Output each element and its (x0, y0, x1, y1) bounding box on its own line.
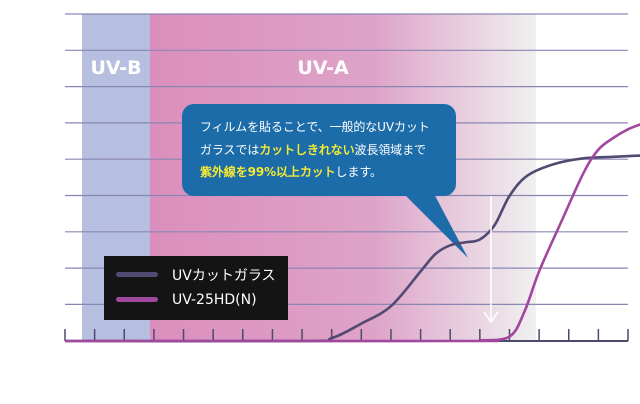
x-axis-ticks (64, 329, 629, 341)
callout-line-3: 紫外線を99%以上カットします。 (200, 161, 442, 184)
callout-box: フィルムを貼ることで、一般的なUVカット ガラスではカットしきれない波長領域まで… (182, 104, 456, 196)
legend: UVカットガラス UV-25HD(N) (104, 256, 288, 320)
uv-a-label: UV-A (297, 57, 349, 79)
legend-swatch-uv-25hd (116, 297, 158, 302)
legend-label-uv-25hd: UV-25HD(N) (172, 291, 257, 308)
series-uv-25hd-line (64, 123, 640, 343)
legend-label-uv-cut-glass: UVカットガラス (172, 267, 276, 284)
legend-item-uv-25hd: UV-25HD(N) (116, 287, 288, 312)
series-layer (64, 123, 640, 343)
callout-highlight-1: カットしきれない (259, 142, 355, 157)
callout-line-3-rest: します。 (335, 165, 383, 179)
callout-line-2: ガラスではカットしきれない波長領域まで (200, 139, 442, 162)
callout-line-2-text: ガラスでは (200, 142, 260, 157)
legend-item-uv-cut-glass: UVカットガラス (116, 262, 288, 287)
callout-pointer (400, 190, 468, 258)
callout-line-2-rest: 波長領域まで (354, 142, 426, 157)
callout-highlight-2: 紫外線を99%以上カット (200, 165, 336, 179)
legend-swatch-uv-cut-glass (116, 272, 158, 277)
series-uv-cut-glass-line (64, 154, 640, 343)
down-arrow-icon (483, 196, 499, 323)
uv-b-label: UV-B (90, 57, 141, 79)
callout-line-1: フィルムを貼ることで、一般的なUVカット (200, 120, 430, 134)
